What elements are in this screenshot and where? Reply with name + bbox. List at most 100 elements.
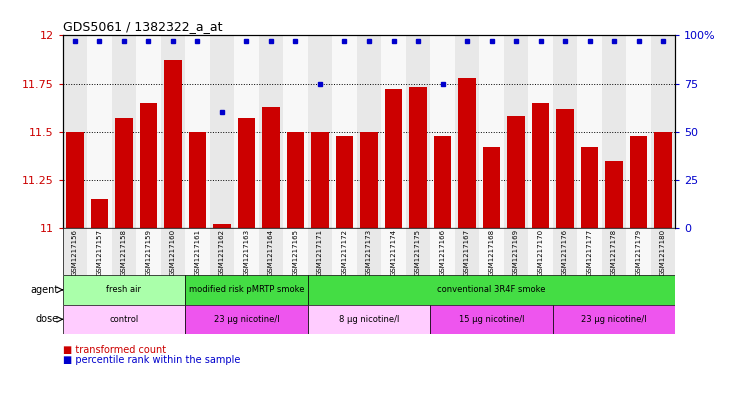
Bar — [356, 228, 382, 275]
Bar — [210, 35, 234, 228]
Bar — [356, 35, 382, 228]
Text: GSM1217164: GSM1217164 — [268, 230, 274, 276]
Text: GSM1217165: GSM1217165 — [292, 230, 298, 276]
Text: GSM1217169: GSM1217169 — [513, 230, 519, 277]
Bar — [455, 35, 479, 228]
Bar — [385, 89, 402, 228]
Bar — [434, 136, 451, 228]
Bar — [528, 228, 553, 275]
Bar — [234, 228, 259, 275]
Bar — [556, 108, 573, 228]
Bar — [161, 228, 185, 275]
Bar — [455, 228, 479, 275]
Bar — [483, 147, 500, 228]
Bar — [115, 118, 133, 228]
Bar — [430, 305, 553, 334]
Bar — [553, 228, 577, 275]
Bar — [581, 147, 598, 228]
Bar — [63, 35, 87, 228]
Text: control: control — [109, 315, 139, 324]
Bar — [238, 118, 255, 228]
Bar — [655, 132, 672, 228]
Bar — [137, 228, 161, 275]
Bar — [532, 103, 549, 228]
Bar — [458, 78, 475, 228]
Bar — [311, 132, 328, 228]
Bar — [263, 107, 280, 228]
Bar — [308, 228, 332, 275]
Text: 23 μg nicotine/l: 23 μg nicotine/l — [582, 315, 646, 324]
Bar — [410, 87, 427, 228]
Text: 8 μg nicotine/l: 8 μg nicotine/l — [339, 315, 399, 324]
Bar — [111, 35, 137, 228]
Text: modified risk pMRTP smoke: modified risk pMRTP smoke — [189, 285, 304, 294]
Bar — [165, 61, 182, 228]
Bar — [336, 136, 353, 228]
Bar — [504, 35, 528, 228]
Text: GSM1217168: GSM1217168 — [489, 230, 494, 277]
Bar — [213, 224, 230, 228]
Bar — [140, 103, 157, 228]
Text: GSM1217159: GSM1217159 — [145, 230, 151, 276]
Text: GSM1217163: GSM1217163 — [244, 230, 249, 277]
Text: agent: agent — [31, 285, 59, 295]
Text: GSM1217157: GSM1217157 — [97, 230, 103, 276]
Bar — [577, 228, 601, 275]
Bar — [508, 116, 525, 228]
Bar — [189, 132, 206, 228]
Text: GSM1217173: GSM1217173 — [366, 230, 372, 277]
Bar — [210, 228, 234, 275]
Bar — [283, 35, 308, 228]
Bar — [430, 228, 455, 275]
Bar — [479, 35, 504, 228]
Text: GDS5061 / 1382322_a_at: GDS5061 / 1382322_a_at — [63, 20, 222, 33]
Bar — [63, 305, 185, 334]
Bar — [111, 228, 137, 275]
Text: conventional 3R4F smoke: conventional 3R4F smoke — [437, 285, 546, 294]
Bar — [406, 35, 430, 228]
Text: ■ transformed count: ■ transformed count — [63, 345, 166, 355]
Text: GSM1217172: GSM1217172 — [342, 230, 348, 276]
Bar — [87, 228, 111, 275]
Text: GSM1217180: GSM1217180 — [660, 230, 666, 277]
Bar — [651, 228, 675, 275]
Bar — [283, 228, 308, 275]
Text: GSM1217178: GSM1217178 — [611, 230, 617, 277]
Text: fresh air: fresh air — [106, 285, 142, 294]
Bar — [185, 35, 210, 228]
Text: dose: dose — [36, 314, 59, 324]
Bar — [259, 228, 283, 275]
Bar — [406, 228, 430, 275]
Bar — [63, 275, 185, 305]
Bar — [430, 35, 455, 228]
Bar — [627, 228, 651, 275]
Bar — [553, 35, 577, 228]
Bar — [137, 35, 161, 228]
Text: GSM1217174: GSM1217174 — [390, 230, 396, 276]
Bar — [185, 228, 210, 275]
Bar — [63, 228, 87, 275]
Text: GSM1217176: GSM1217176 — [562, 230, 568, 277]
Bar — [651, 35, 675, 228]
Bar — [91, 199, 108, 228]
Text: GSM1217160: GSM1217160 — [170, 230, 176, 277]
Text: GSM1217161: GSM1217161 — [195, 230, 201, 277]
Bar — [332, 35, 356, 228]
Bar — [185, 305, 308, 334]
Bar — [577, 35, 601, 228]
Bar — [601, 35, 627, 228]
Bar — [66, 132, 83, 228]
Text: ■ percentile rank within the sample: ■ percentile rank within the sample — [63, 355, 240, 365]
Bar — [504, 228, 528, 275]
Bar — [308, 305, 430, 334]
Bar — [259, 35, 283, 228]
Text: GSM1217177: GSM1217177 — [587, 230, 593, 277]
Text: 15 μg nicotine/l: 15 μg nicotine/l — [459, 315, 524, 324]
Bar — [161, 35, 185, 228]
Bar — [360, 132, 378, 228]
Text: GSM1217171: GSM1217171 — [317, 230, 323, 277]
Bar — [287, 132, 304, 228]
Bar — [605, 161, 623, 228]
Bar — [382, 228, 406, 275]
Bar — [234, 35, 259, 228]
